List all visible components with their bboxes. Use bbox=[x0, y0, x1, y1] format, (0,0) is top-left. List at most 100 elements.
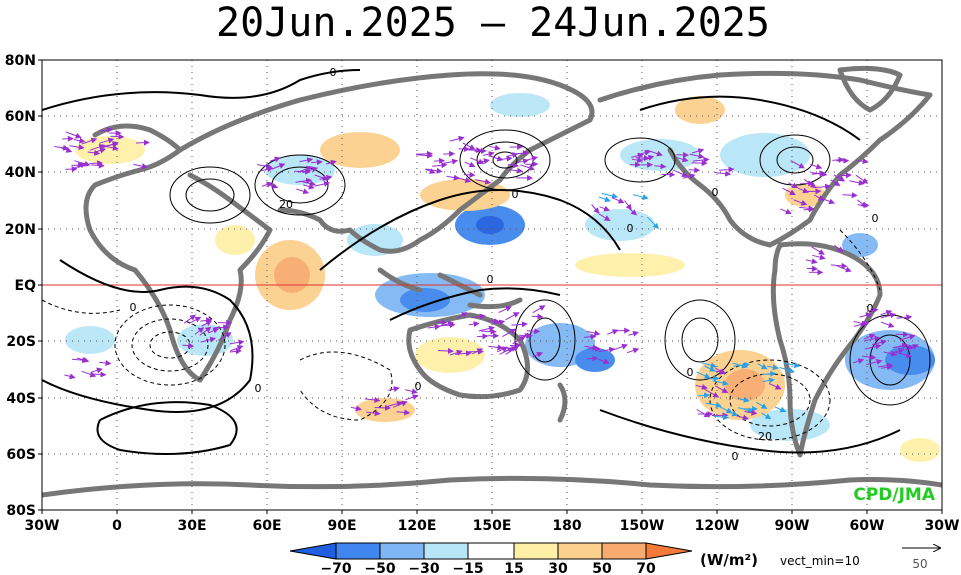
wind-vector bbox=[200, 317, 213, 324]
wind-vector bbox=[732, 362, 748, 369]
wind-vector bbox=[433, 157, 446, 164]
wind-vector bbox=[516, 150, 529, 157]
lon-label: 90E bbox=[327, 518, 356, 534]
wind-vector bbox=[790, 160, 805, 169]
contour-label: 0 bbox=[415, 380, 422, 393]
lon-label: 150W bbox=[620, 518, 665, 534]
wind-vector bbox=[719, 406, 733, 414]
wind-vector bbox=[91, 162, 105, 169]
wind-vector bbox=[217, 332, 232, 341]
contour-label: 0 bbox=[255, 382, 262, 395]
wind-vector bbox=[73, 137, 86, 144]
wind-vector bbox=[830, 179, 841, 187]
wind-vector bbox=[87, 149, 101, 156]
wind-vector bbox=[270, 156, 281, 163]
wind-vector bbox=[260, 166, 274, 173]
wind-vector bbox=[715, 385, 729, 393]
lon-label: 30W bbox=[925, 518, 960, 534]
wind-vector bbox=[899, 334, 916, 341]
wind-vector bbox=[426, 167, 443, 174]
wind-vector bbox=[872, 339, 887, 346]
wind-vector bbox=[744, 409, 758, 416]
wind-vector bbox=[396, 409, 411, 416]
contour-label: 0 bbox=[867, 302, 874, 315]
wind-vector bbox=[99, 360, 112, 366]
lon-label: 90W bbox=[775, 518, 810, 534]
wind-vector bbox=[631, 157, 644, 164]
wind-vector bbox=[509, 342, 522, 349]
wind-vector bbox=[704, 365, 716, 372]
colorbar: −70 −50 −30 −15 15 30 50 70 (W/m²) vect_… bbox=[289, 542, 860, 575]
contour-label: 0 bbox=[732, 450, 739, 463]
wind-vector bbox=[405, 394, 419, 401]
wind-vector bbox=[797, 187, 809, 194]
wind-vector bbox=[737, 396, 750, 403]
wind-vector bbox=[99, 127, 113, 133]
wind-vector bbox=[511, 321, 528, 328]
wind-vector bbox=[780, 208, 792, 215]
wind-vector bbox=[427, 324, 441, 331]
colorbar-segment bbox=[601, 542, 647, 560]
wind-vector bbox=[767, 364, 779, 371]
wind-vector bbox=[855, 174, 869, 184]
wind-vector bbox=[497, 155, 513, 162]
wind-vector bbox=[714, 170, 732, 177]
wind-vector bbox=[520, 164, 535, 171]
wind-vector bbox=[701, 362, 717, 369]
wind-vector bbox=[878, 362, 894, 369]
wind-vector bbox=[803, 206, 815, 213]
lon-label: 150E bbox=[473, 518, 512, 534]
wind-vector bbox=[857, 202, 870, 209]
wind-vector bbox=[820, 197, 836, 205]
contour-label: 0 bbox=[687, 366, 694, 379]
wind-vector bbox=[271, 163, 286, 170]
colorbar-arrow-right bbox=[645, 542, 693, 560]
wind-vector bbox=[853, 320, 868, 327]
colorbar-label: 30 bbox=[548, 561, 568, 575]
colorbar-label: 50 bbox=[592, 561, 612, 575]
wind-vector bbox=[695, 384, 708, 390]
lat-label: 60S bbox=[6, 447, 36, 463]
wind-vector bbox=[612, 343, 628, 351]
wind-vector bbox=[497, 346, 509, 353]
contour-label: 0 bbox=[512, 188, 519, 201]
lon-label: 120W bbox=[695, 518, 740, 534]
wind-vector bbox=[672, 169, 689, 178]
wind-vector bbox=[830, 262, 848, 269]
wind-vector bbox=[440, 322, 456, 329]
wind-vector bbox=[833, 174, 846, 182]
wind-vector bbox=[631, 152, 644, 159]
lon-label: 120E bbox=[398, 518, 437, 534]
contour-label: 0 bbox=[872, 212, 879, 225]
wind-vector bbox=[626, 347, 640, 354]
colorbar-segment bbox=[513, 542, 559, 560]
lon-label: 60W bbox=[850, 518, 885, 534]
colorbar-label: 15 bbox=[504, 561, 523, 575]
lat-label: 60N bbox=[5, 109, 36, 125]
wind-vector bbox=[842, 192, 858, 199]
wind-vector bbox=[483, 151, 495, 157]
colorbar-label: −30 bbox=[408, 561, 439, 575]
wind-vector bbox=[811, 246, 825, 255]
contour-label: 20 bbox=[758, 430, 772, 443]
wind-vector bbox=[832, 156, 845, 163]
wind-vector bbox=[866, 359, 883, 365]
wind-vector bbox=[696, 371, 711, 379]
colorbar-label: −70 bbox=[320, 561, 351, 575]
wind-vector bbox=[526, 328, 541, 335]
wind-vector bbox=[507, 162, 519, 169]
wind-vector bbox=[506, 152, 519, 158]
wind-vector bbox=[76, 356, 90, 363]
wind-vector bbox=[294, 168, 311, 175]
wind-vector bbox=[788, 182, 799, 189]
wind-vector bbox=[905, 344, 919, 351]
map-area: 0 0 20 0 0 0 0 0 0 20 0 0 0 0 CPD/JMA bbox=[42, 60, 942, 510]
wind-vector bbox=[509, 167, 524, 174]
wind-vector bbox=[102, 141, 119, 149]
wind-vector bbox=[896, 314, 913, 321]
lat-label: 20S bbox=[6, 334, 36, 350]
colorbar-segment bbox=[423, 542, 469, 560]
axis-ticks bbox=[38, 59, 943, 514]
wind-vector bbox=[325, 159, 337, 166]
